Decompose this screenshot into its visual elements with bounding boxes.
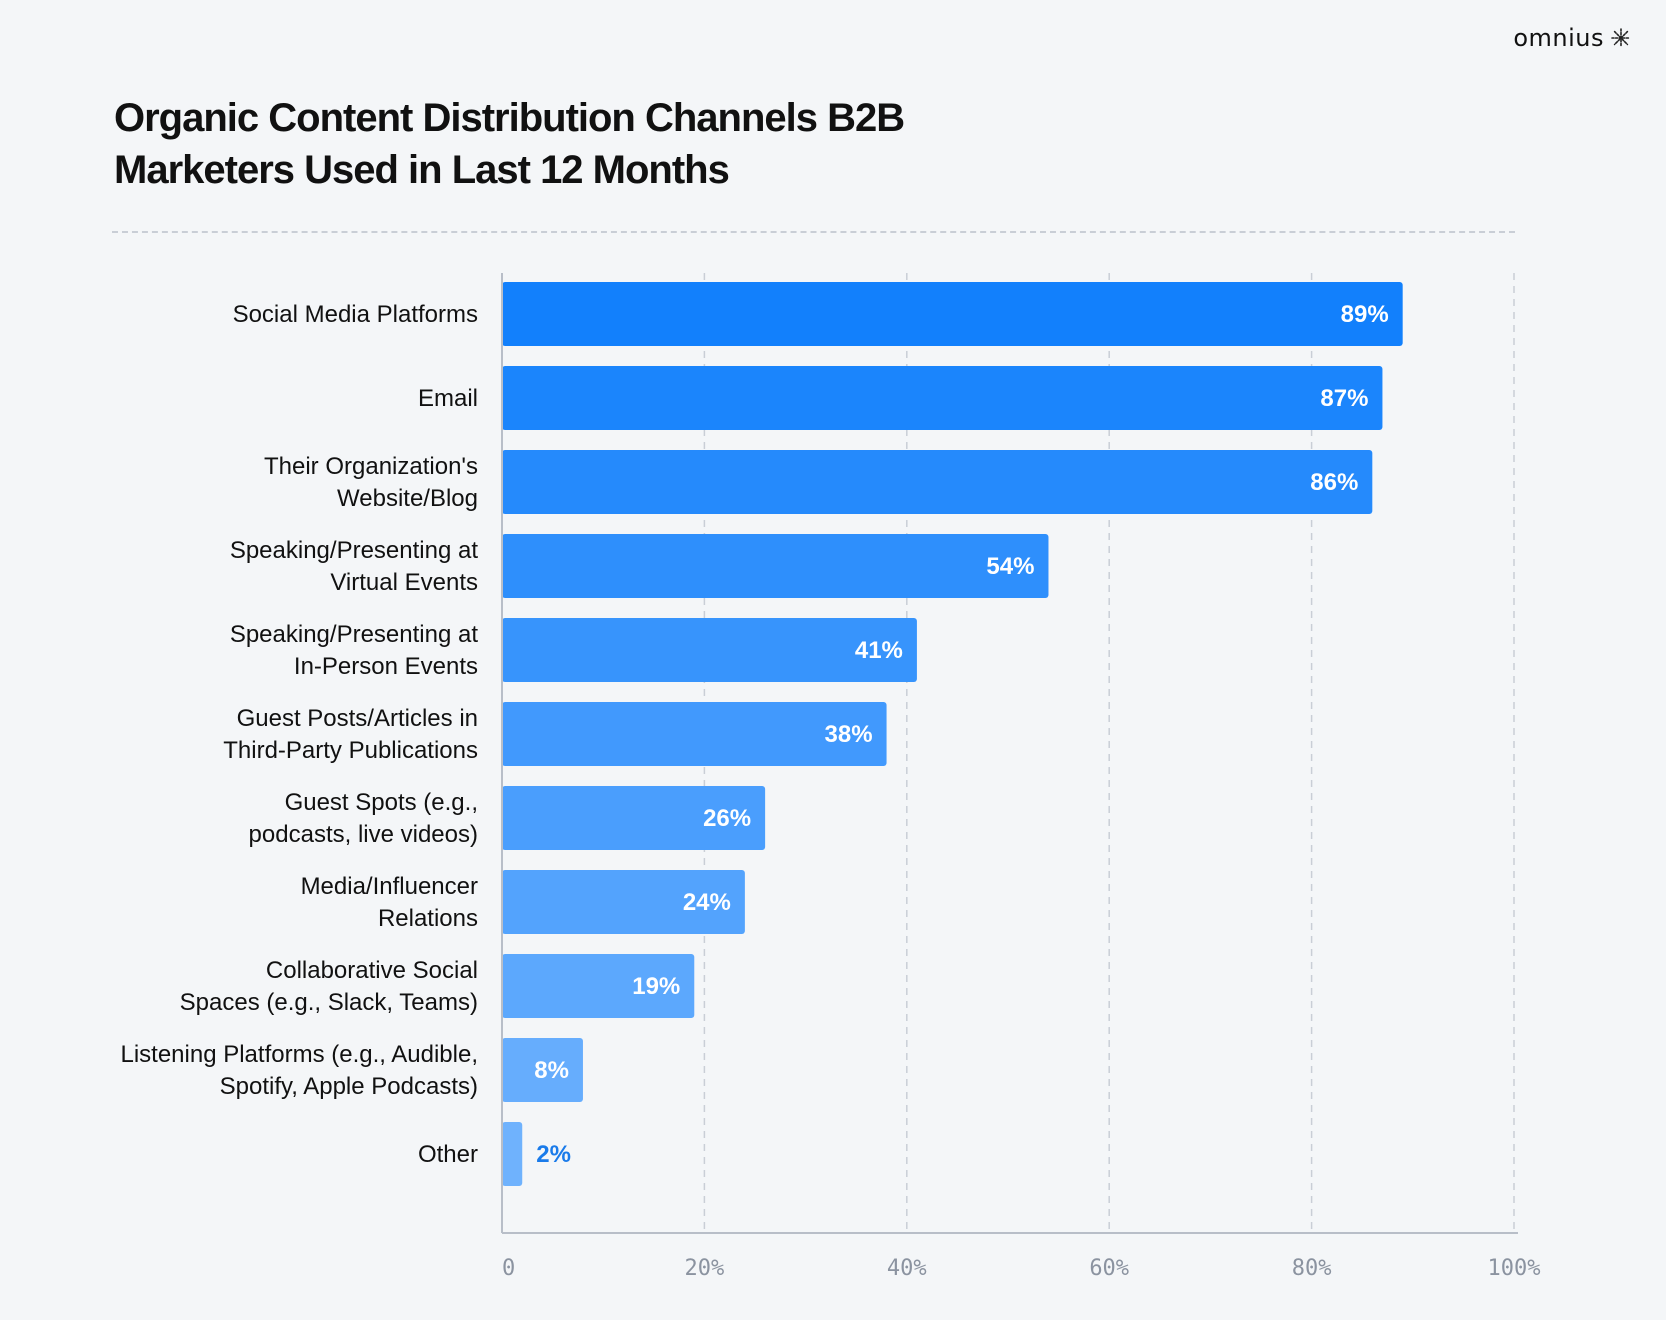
category-label: Collaborative Social Spaces (e.g., Slack,… xyxy=(180,957,478,1016)
category-label-line: Guest Spots (e.g., xyxy=(285,789,478,816)
bar xyxy=(502,366,1383,430)
category-label-line: Media/Influencer xyxy=(301,873,478,900)
category-label-line: Relations xyxy=(378,905,478,932)
category-label: Other xyxy=(418,1141,478,1168)
chart-title-line-1: Organic Content Distribution Channels B2… xyxy=(114,96,905,140)
bar xyxy=(502,618,917,682)
x-tick-label: 0 xyxy=(502,1256,515,1281)
brand-logo: omnius xyxy=(1513,24,1632,52)
value-label: 19% xyxy=(632,973,680,1000)
category-label-line: podcasts, live videos) xyxy=(249,821,478,848)
category-label-line: Collaborative Social xyxy=(266,957,478,984)
x-tick-label: 20% xyxy=(685,1256,725,1281)
value-label: 41% xyxy=(855,637,903,664)
category-label: Guest Spots (e.g., podcasts, live videos) xyxy=(249,789,478,848)
category-label-line: Social Media Platforms xyxy=(233,301,478,328)
value-label: 38% xyxy=(825,721,873,748)
category-label-line: Email xyxy=(418,385,478,412)
value-label: 87% xyxy=(1320,385,1368,412)
bar xyxy=(502,702,887,766)
category-label: Email xyxy=(418,385,478,412)
category-label-line: Other xyxy=(418,1141,478,1168)
category-label: Listening Platforms (e.g., Audible, Spoti… xyxy=(120,1041,478,1100)
value-label: 8% xyxy=(534,1057,569,1084)
bar xyxy=(502,1038,583,1102)
bar xyxy=(502,1122,523,1186)
value-label: 54% xyxy=(986,553,1034,580)
category-label-line: Speaking/Presenting at xyxy=(230,621,479,648)
chart-title-line-2: Marketers Used in Last 12 Months xyxy=(114,148,730,192)
category-label-line: Spotify, Apple Podcasts) xyxy=(220,1073,478,1100)
x-tick-label: 80% xyxy=(1292,1256,1332,1281)
title-divider xyxy=(112,231,1515,233)
bar xyxy=(502,870,745,934)
category-label-line: Virtual Events xyxy=(330,569,478,596)
bar xyxy=(502,534,1049,598)
value-label: 89% xyxy=(1341,301,1389,328)
category-label: Speaking/Presenting at In-Person Events xyxy=(230,621,479,680)
bar xyxy=(502,282,1403,346)
category-label-line: In-Person Events xyxy=(294,653,478,680)
x-tick-label: 60% xyxy=(1089,1256,1129,1281)
category-label: Social Media Platforms xyxy=(233,301,478,328)
category-label: Media/Influencer Relations xyxy=(301,873,478,932)
value-label: 2% xyxy=(536,1141,571,1168)
bar xyxy=(502,786,766,850)
starburst-icon xyxy=(1611,28,1631,48)
brand-name: omnius xyxy=(1513,24,1604,52)
value-label: 86% xyxy=(1310,469,1358,496)
category-label-line: Guest Posts/Articles in xyxy=(237,705,478,732)
category-label: Their Organization's Website/Blog xyxy=(264,453,478,512)
category-label-line: Listening Platforms (e.g., Audible, xyxy=(120,1041,478,1068)
category-label-line: Speaking/Presenting at xyxy=(230,537,479,564)
category-label-line: Their Organization's xyxy=(264,453,478,480)
value-label: 26% xyxy=(703,805,751,832)
x-tick-label: 100% xyxy=(1488,1256,1541,1281)
category-label-line: Third-Party Publications xyxy=(223,737,478,764)
category-label-line: Website/Blog xyxy=(337,485,478,512)
category-label: Guest Posts/Articles in Third-Party Publi… xyxy=(223,705,478,764)
category-label-line: Spaces (e.g., Slack, Teams) xyxy=(180,989,478,1016)
category-label: Speaking/Presenting at Virtual Events xyxy=(230,537,479,596)
bar xyxy=(502,954,695,1018)
value-label: 24% xyxy=(683,889,731,916)
chart-title: Organic Content Distribution Channels B2… xyxy=(114,92,905,196)
bar xyxy=(502,450,1373,514)
x-tick-label: 40% xyxy=(887,1256,927,1281)
